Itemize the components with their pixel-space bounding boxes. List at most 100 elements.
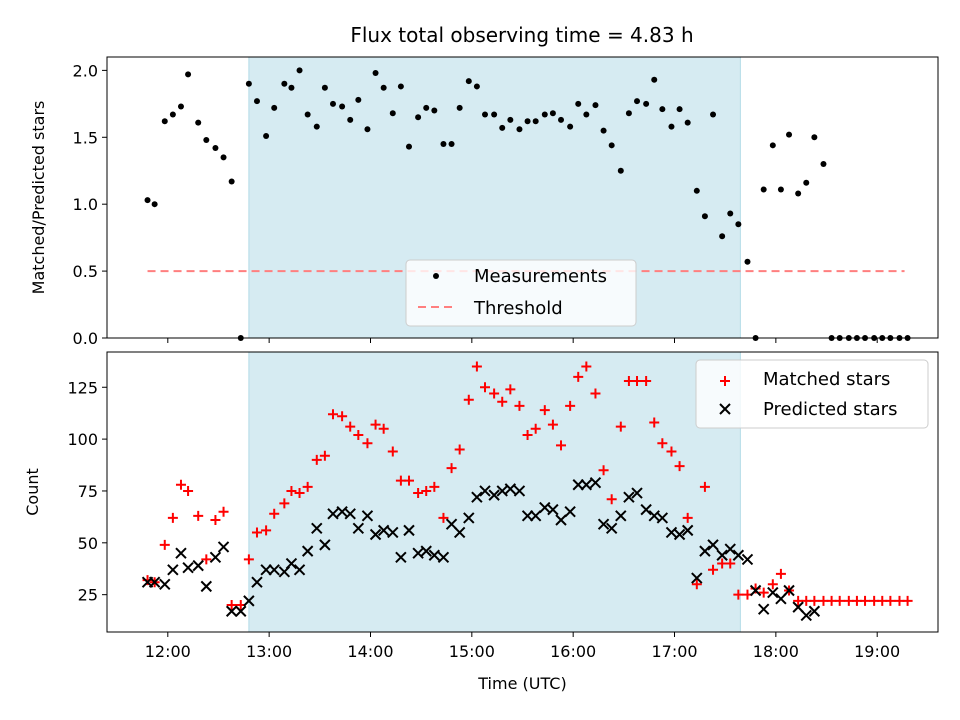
measurement-point (684, 119, 691, 126)
predicted-star-point (175, 547, 187, 559)
matched-star-point (327, 409, 338, 420)
predicted-star-point (336, 505, 348, 518)
measurement-point (701, 213, 708, 220)
matched-star-point (666, 446, 677, 457)
legend-box (695, 359, 929, 429)
measurement-point (405, 143, 412, 150)
measurement-point (151, 201, 158, 208)
matched-star-point (201, 554, 212, 565)
measurement-point (659, 106, 666, 113)
measurement-point (727, 210, 734, 217)
matched-star-point (370, 419, 381, 430)
predicted-star-point (529, 510, 542, 522)
matched-star-point (725, 558, 736, 569)
predicted-star-point (488, 489, 500, 501)
predicted-star-point (757, 603, 770, 615)
predicted-star-point (243, 595, 255, 607)
matched-star-point (319, 450, 330, 461)
measurement-point (380, 84, 387, 91)
matched-star-point (708, 564, 719, 575)
predicted-star-point (167, 564, 179, 576)
measurement-point (541, 111, 548, 118)
measurement-point (491, 111, 498, 118)
matched-star-point (530, 423, 541, 434)
predicted-star-point (648, 510, 660, 522)
predicted-star-point (268, 564, 280, 576)
predicted-star-point (496, 485, 508, 497)
x-tick-label: 14:00 (347, 642, 393, 661)
predicted-star-point (217, 541, 230, 553)
predicted-star-point (539, 501, 551, 514)
matched-star-point (834, 595, 845, 606)
x-tick-label: 16:00 (550, 642, 596, 661)
measurement-point (415, 114, 422, 121)
matched-star-point (657, 438, 668, 449)
observing-interval-shade (248, 351, 741, 633)
predicted-star-point (808, 605, 821, 617)
measurement-point (281, 80, 288, 87)
axes-frame (106, 56, 939, 339)
predicted-star-point (699, 545, 711, 557)
measurement-point (228, 178, 235, 185)
predicted-star-point (260, 564, 272, 576)
matched-star-point (387, 446, 398, 457)
predicted-star-point (251, 576, 263, 588)
predicted-star-point (311, 522, 323, 535)
x-tick-label: 17:00 (651, 642, 697, 661)
matched-star-point (183, 485, 194, 496)
predicted-star-point (749, 584, 762, 597)
matched-star-point (598, 465, 609, 476)
matched-star-point (471, 361, 482, 372)
measurement-point (608, 142, 615, 149)
measurement-point (465, 78, 472, 85)
matched-star-point (860, 595, 871, 606)
legend-box (405, 259, 637, 327)
matched-star-point (733, 589, 744, 600)
predicted-star-point (403, 524, 415, 537)
predicted-star-point (412, 547, 424, 559)
predicted-star-point (589, 476, 602, 489)
predicted-star-point (463, 512, 475, 524)
matched-star-point (193, 510, 204, 521)
predicted-star-point (724, 543, 736, 555)
matched-star-point (581, 361, 592, 372)
axes-frame (106, 351, 939, 633)
measurement-point (710, 111, 717, 118)
measurement-point (372, 70, 379, 77)
matched-star-point (159, 539, 170, 550)
predicted-star-point (572, 479, 584, 491)
matched-star-point (902, 595, 913, 606)
matched-star-point (463, 394, 474, 405)
bottom-panel: 12:00 13:00 14:00 15:00 16:00 17:00 18:00 19:00… (23, 351, 939, 693)
matched-star-point (337, 411, 348, 422)
measurement-point (583, 111, 590, 118)
predicted-star-point (673, 528, 686, 541)
matched-star-point (294, 488, 305, 499)
predicted-star-point (732, 549, 745, 561)
matched-star-point (505, 384, 516, 395)
y-axis-label: Count (23, 468, 42, 516)
x-tick-label: 12:00 (145, 642, 191, 661)
measurement-point (296, 67, 303, 74)
matched-star-point (682, 512, 693, 523)
measurement-point (676, 106, 683, 113)
predicted-star-point (800, 609, 812, 622)
matched-star-point (674, 461, 685, 472)
measurement-point (693, 187, 700, 194)
measurement-point (600, 127, 607, 134)
matched-star-point (226, 600, 237, 611)
measurement-point (651, 76, 658, 83)
legend-label: Matched stars (763, 369, 890, 390)
measurement-point (777, 186, 784, 193)
measurement-point (575, 100, 582, 107)
measurement-point (253, 98, 260, 105)
measurement-point (456, 104, 463, 111)
legend-matched-marker (720, 376, 730, 386)
predicted-star-point (504, 483, 517, 495)
predicted-star-point (707, 539, 719, 551)
measurement-point (811, 134, 818, 141)
y-tick-label: 1.0 (73, 195, 98, 214)
matched-star-point (175, 479, 186, 490)
measurement-point (245, 80, 252, 87)
matched-star-point (480, 382, 491, 393)
